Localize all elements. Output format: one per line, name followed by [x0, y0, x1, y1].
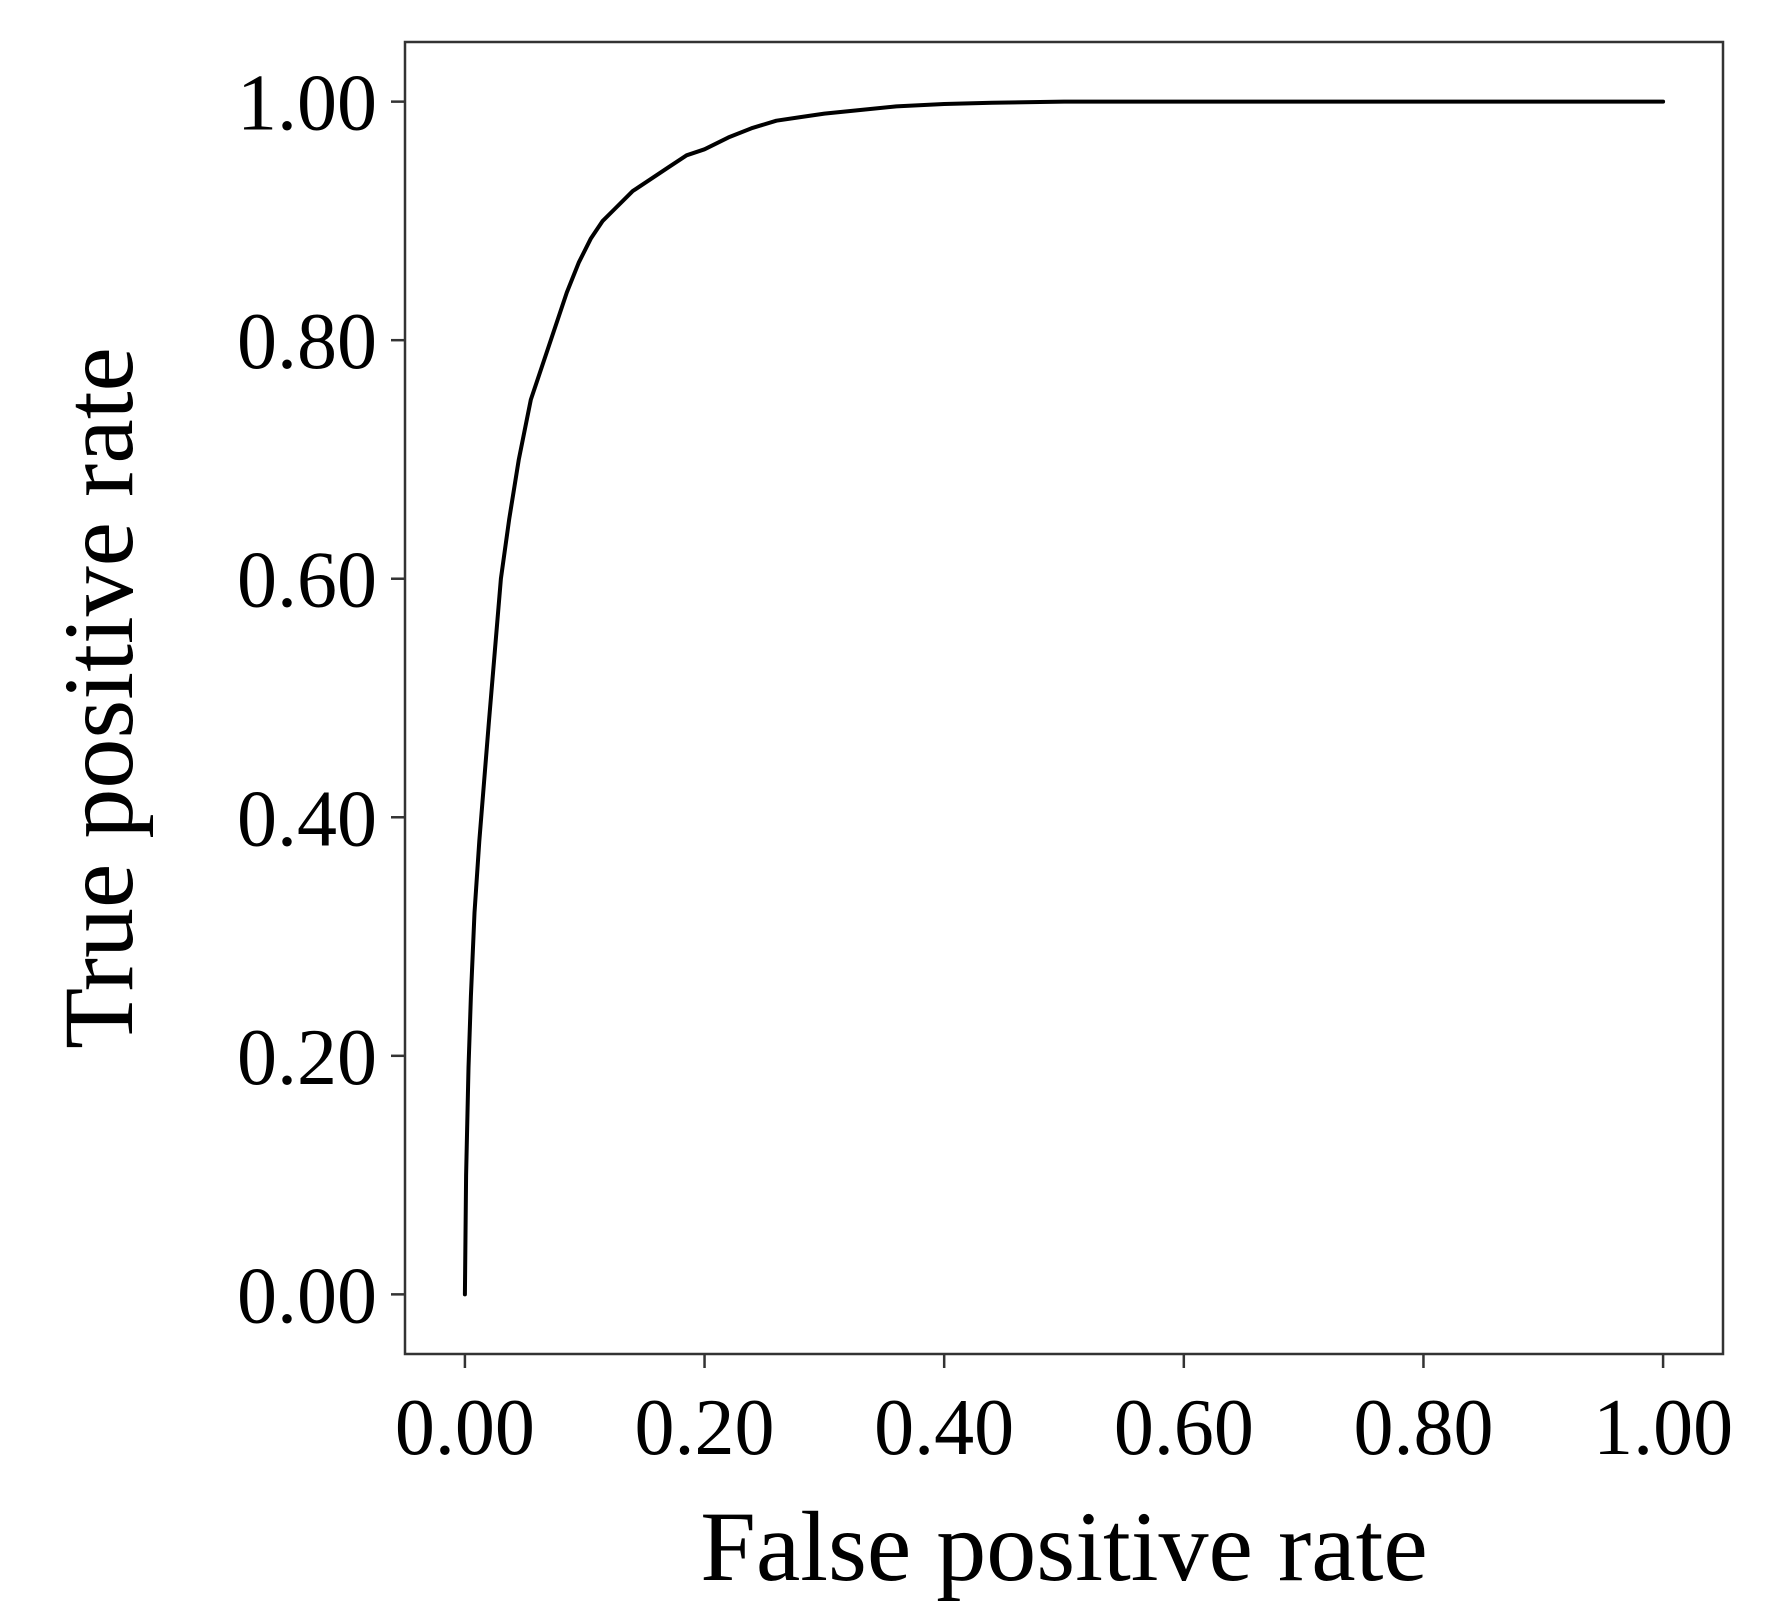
x-tick-label: 0.60: [1114, 1384, 1254, 1472]
y-tick-label: 0.80: [237, 298, 377, 386]
y-tick-label: 0.00: [237, 1252, 377, 1340]
x-tick-label: 1.00: [1593, 1384, 1733, 1472]
y-tick-label: 0.40: [237, 775, 377, 863]
y-axis: 0.00 0.20 0.40 0.60 0.80 1.00: [237, 60, 405, 1340]
roc-curve: [462, 99, 1666, 1297]
x-tick-label: 0.00: [395, 1384, 535, 1472]
plot-frame: [403, 40, 1725, 1356]
x-tick-label: 0.20: [635, 1384, 775, 1472]
y-axis-label: True positive rate: [43, 347, 154, 1049]
y-tick-label: 1.00: [237, 60, 377, 148]
x-axis: 0.00 0.20 0.40 0.60 0.80 1.00: [395, 1354, 1733, 1472]
x-tick-label: 0.40: [874, 1384, 1014, 1472]
y-tick-label: 0.20: [237, 1014, 377, 1102]
x-axis-label: False positive rate: [700, 1491, 1428, 1602]
y-tick-label: 0.60: [237, 537, 377, 625]
x-tick-label: 0.80: [1353, 1384, 1493, 1472]
